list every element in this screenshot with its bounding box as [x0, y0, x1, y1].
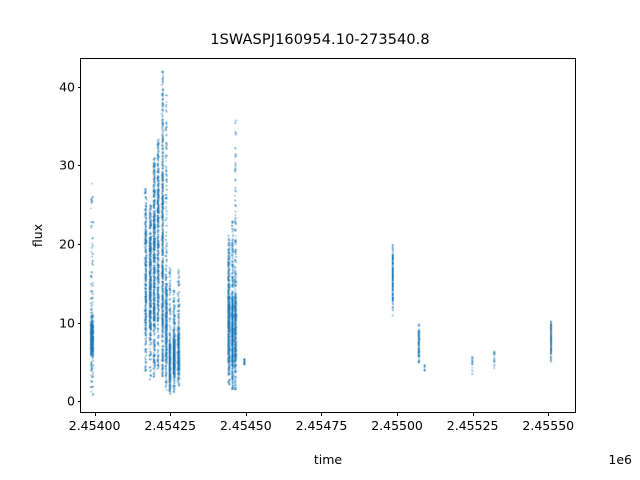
x-tick-label: 2.45550 — [522, 418, 575, 433]
y-tick-mark — [77, 401, 81, 403]
x-axis-label: time — [313, 452, 343, 467]
y-tick-label: 20 — [59, 236, 75, 252]
x-tick-mark — [321, 412, 323, 416]
y-axis-label-text: flux — [30, 223, 46, 248]
y-axis-label: flux — [30, 58, 46, 413]
y-tick-mark — [77, 86, 81, 88]
plot-area: 0 10 20 30 40 2.45400 2.45425 2.45450 2.45475 2.4… — [59, 58, 576, 433]
y-tick-label: 0 — [67, 393, 75, 409]
y-tick-label: 10 — [59, 315, 75, 331]
x-tick-label: 2.45400 — [68, 418, 121, 433]
x-tick-label: 2.45500 — [371, 418, 423, 433]
x-tick-mark — [472, 412, 474, 416]
x-tick-mark — [94, 412, 96, 416]
x-tick-label: 2.45425 — [144, 418, 197, 433]
y-tick-label: 40 — [59, 79, 75, 95]
scatter-points-layer — [81, 59, 575, 412]
chart-title: 1SWASPJ160954.10-273540.8 — [210, 32, 430, 48]
x-axis-offset-text: 1e6 — [608, 452, 632, 467]
y-tick-mark — [77, 322, 81, 324]
y-tick-mark — [77, 243, 81, 245]
x-tick-label: 2.45450 — [219, 418, 272, 433]
x-tick-label: 2.45475 — [295, 418, 348, 433]
x-tick-mark — [170, 412, 172, 416]
x-tick-mark — [397, 412, 399, 416]
x-tick-mark — [245, 412, 247, 416]
x-tick-label: 2.45525 — [446, 418, 499, 433]
y-tick-mark — [77, 165, 81, 167]
y-tick-label: 30 — [59, 157, 75, 173]
x-tick-mark — [548, 412, 550, 416]
